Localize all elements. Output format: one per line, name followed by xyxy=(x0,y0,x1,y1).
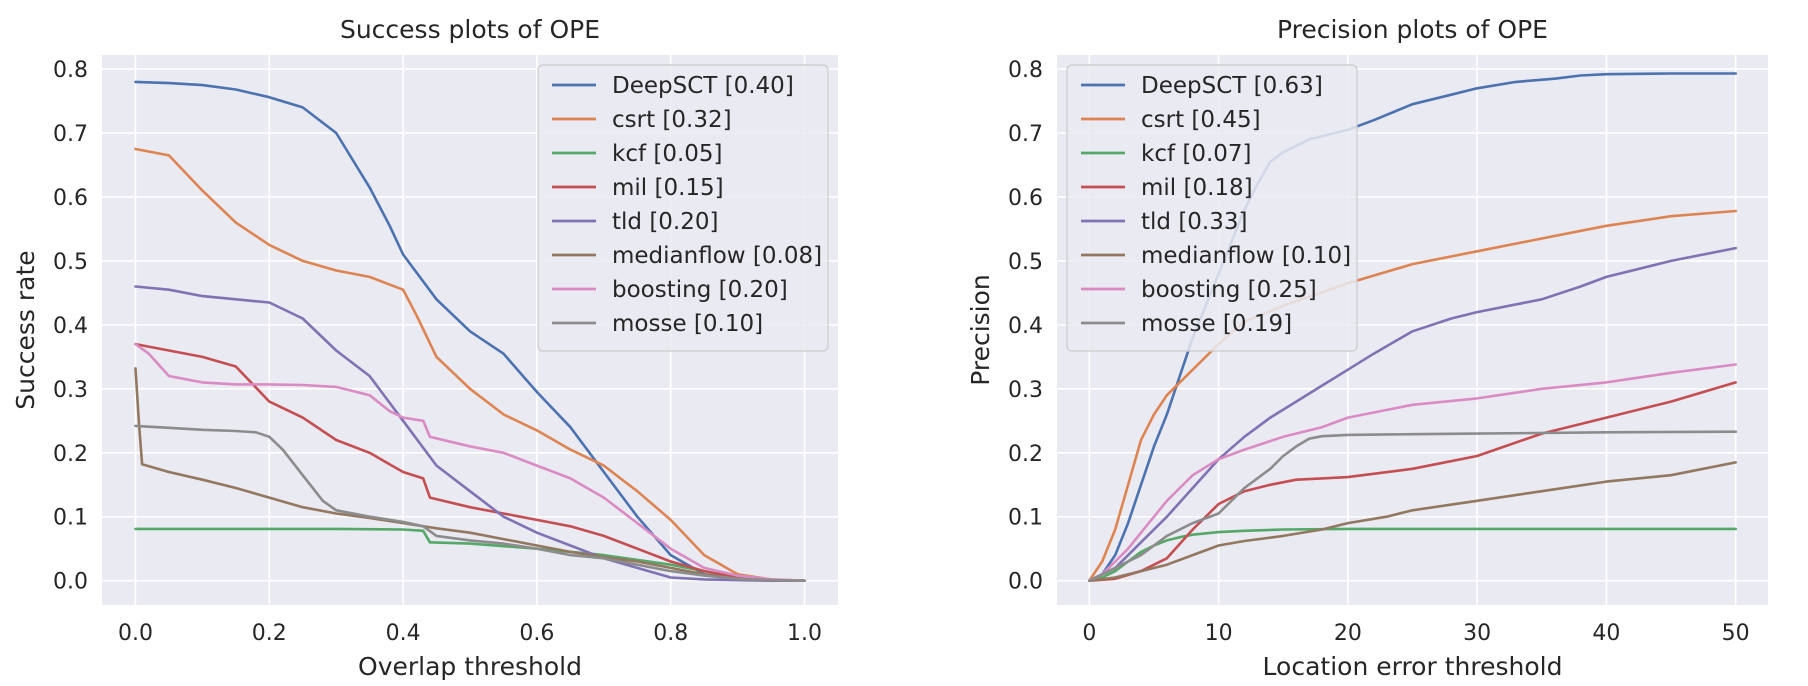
success-plot-x-tick-label: 1.0 xyxy=(787,621,822,646)
precision-plot-y-tick-label: 0.2 xyxy=(1008,442,1043,467)
success-plot-series-line-6 xyxy=(134,342,806,582)
success-plot-y-axis-label: Success rate xyxy=(11,250,40,409)
precision-plot-series-line-5 xyxy=(1088,461,1737,582)
success-plot-y-tick-label: 0.6 xyxy=(53,186,88,211)
success-plot-legend-entry: mil [0.15] xyxy=(612,175,724,201)
success-plot-x-ticks: 0.0 0.2 0.4 0.6 0.8 1.0 xyxy=(118,621,822,646)
precision-plot-legend-entry: mosse [0.19] xyxy=(1141,311,1292,337)
success-plot-y-tick-label: 0.3 xyxy=(53,378,88,403)
success-plot-y-tick-label: 0.7 xyxy=(53,122,88,147)
precision-plot-y-tick-label: 0.5 xyxy=(1008,250,1043,275)
precision-plot-series-line-6 xyxy=(1088,363,1737,582)
precision-plot-legend-entry: DeepSCT [0.63] xyxy=(1141,73,1323,99)
success-plot-legend: DeepSCT [0.40] csrt [0.32] kcf [0.05] mil [… xyxy=(537,64,829,352)
precision-plot-y-tick-label: 0.7 xyxy=(1008,122,1043,147)
precision-plot-title: Precision plots of OPE xyxy=(1277,15,1548,44)
precision-plot-x-axis-label: Location error threshold xyxy=(1263,652,1563,681)
precision-plot-legend-entry: boosting [0.25] xyxy=(1141,277,1317,303)
success-plot-x-tick-label: 0.6 xyxy=(519,621,554,646)
success-plot-x-tick-label: 0.4 xyxy=(386,621,421,646)
success-plot-y-tick-label: 0.0 xyxy=(53,570,88,595)
precision-plot-legend: DeepSCT [0.63] csrt [0.45] kcf [0.07] mil [… xyxy=(1066,64,1358,352)
success-plot-y-tick-label: 0.8 xyxy=(53,58,88,83)
success-plot-legend-frame xyxy=(537,64,829,352)
success-plot-x-tick-label: 0.8 xyxy=(653,621,688,646)
success-plot-legend-entry: DeepSCT [0.40] xyxy=(612,73,794,99)
success-plot-legend-entry: mosse [0.10] xyxy=(612,311,763,337)
precision-plot-legend-entry: mil [0.18] xyxy=(1141,175,1253,201)
precision-plot-legend-entry: kcf [0.07] xyxy=(1141,141,1252,167)
precision-plot-x-tick-label: 0 xyxy=(1082,621,1096,646)
success-plot-y-tick-label: 0.5 xyxy=(53,250,88,275)
success-plot-legend-entry: boosting [0.20] xyxy=(612,277,788,303)
precision-plot-x-tick-label: 50 xyxy=(1722,621,1750,646)
success-plot-series-line-5 xyxy=(134,367,806,582)
success-plot-x-axis-label: Overlap threshold xyxy=(358,652,582,681)
precision-plot-y-tick-label: 0.8 xyxy=(1008,58,1043,83)
precision-plot-legend-entry: medianflow [0.10] xyxy=(1141,243,1351,269)
success-plot-y-tick-label: 0.4 xyxy=(53,314,88,339)
success-plot-series-line-7 xyxy=(134,424,806,582)
success-plot-title: Success plots of OPE xyxy=(340,15,600,44)
precision-plot: 0 10 20 30 40 50 0.00.10.20.30.40.50.60.70.8 … xyxy=(966,15,1768,681)
precision-plot-x-tick-label: 40 xyxy=(1592,621,1620,646)
success-plot-series-line-4 xyxy=(134,285,806,582)
precision-plot-series-line-3 xyxy=(1088,381,1737,582)
precision-plot-y-axis-label: Precision xyxy=(966,274,995,386)
precision-plot-series-line-7 xyxy=(1088,430,1737,582)
success-plot-legend-entry: tld [0.20] xyxy=(612,209,718,235)
success-plot-y-ticks: 0.0 0.1 0.2 0.3 0.4 0.5 0.6 0.7 0.8 xyxy=(53,58,88,595)
precision-plot-x-tick-label: 10 xyxy=(1205,621,1233,646)
success-plot: 0.0 0.2 0.4 0.6 0.8 1.0 0.0 0.1 0.2 0.3 0.4 0.5 0.6… xyxy=(11,15,838,681)
success-plot-lines xyxy=(134,80,806,582)
precision-plot-legend-frame xyxy=(1066,64,1358,352)
precision-plot-y-ticks: 0.0 0.1 0.2 0.3 0.4 0.5 0.6 0.7 0.8 xyxy=(1008,58,1043,595)
precision-plot-x-tick-label: 20 xyxy=(1334,621,1362,646)
precision-plot-lines xyxy=(1088,72,1737,582)
success-plot-series-line-1 xyxy=(134,147,806,582)
success-plot-y-tick-label: 0.2 xyxy=(53,442,88,467)
precision-plot-x-tick-label: 30 xyxy=(1463,621,1491,646)
success-plot-legend-entry: medianflow [0.08] xyxy=(612,243,822,269)
success-plot-legend-entry: kcf [0.05] xyxy=(612,141,723,167)
precision-plot-legend-entry: tld [0.33] xyxy=(1141,209,1247,235)
precision-plot-y-tick-label: 0.6 xyxy=(1008,186,1043,211)
precision-plot-legend-entry: csrt [0.45] xyxy=(1141,107,1261,133)
success-plot-series-line-0 xyxy=(134,80,806,582)
precision-plot-y-tick-label: 0.0 xyxy=(1008,570,1043,595)
success-plot-y-tick-label: 0.1 xyxy=(53,506,88,531)
success-plot-x-tick-label: 0.0 xyxy=(118,621,153,646)
precision-plot-y-tick-label: 0.1 xyxy=(1008,506,1043,531)
success-plot-x-tick-label: 0.2 xyxy=(252,621,287,646)
precision-plot-x-ticks: 0 10 20 30 40 50 xyxy=(1082,621,1749,646)
precision-plot-series-line-4 xyxy=(1088,246,1737,582)
success-plot-legend-entry: csrt [0.32] xyxy=(612,107,732,133)
precision-plot-y-tick-label: 0.4 xyxy=(1008,314,1043,339)
precision-plot-y-tick-label: 0.3 xyxy=(1008,378,1043,403)
